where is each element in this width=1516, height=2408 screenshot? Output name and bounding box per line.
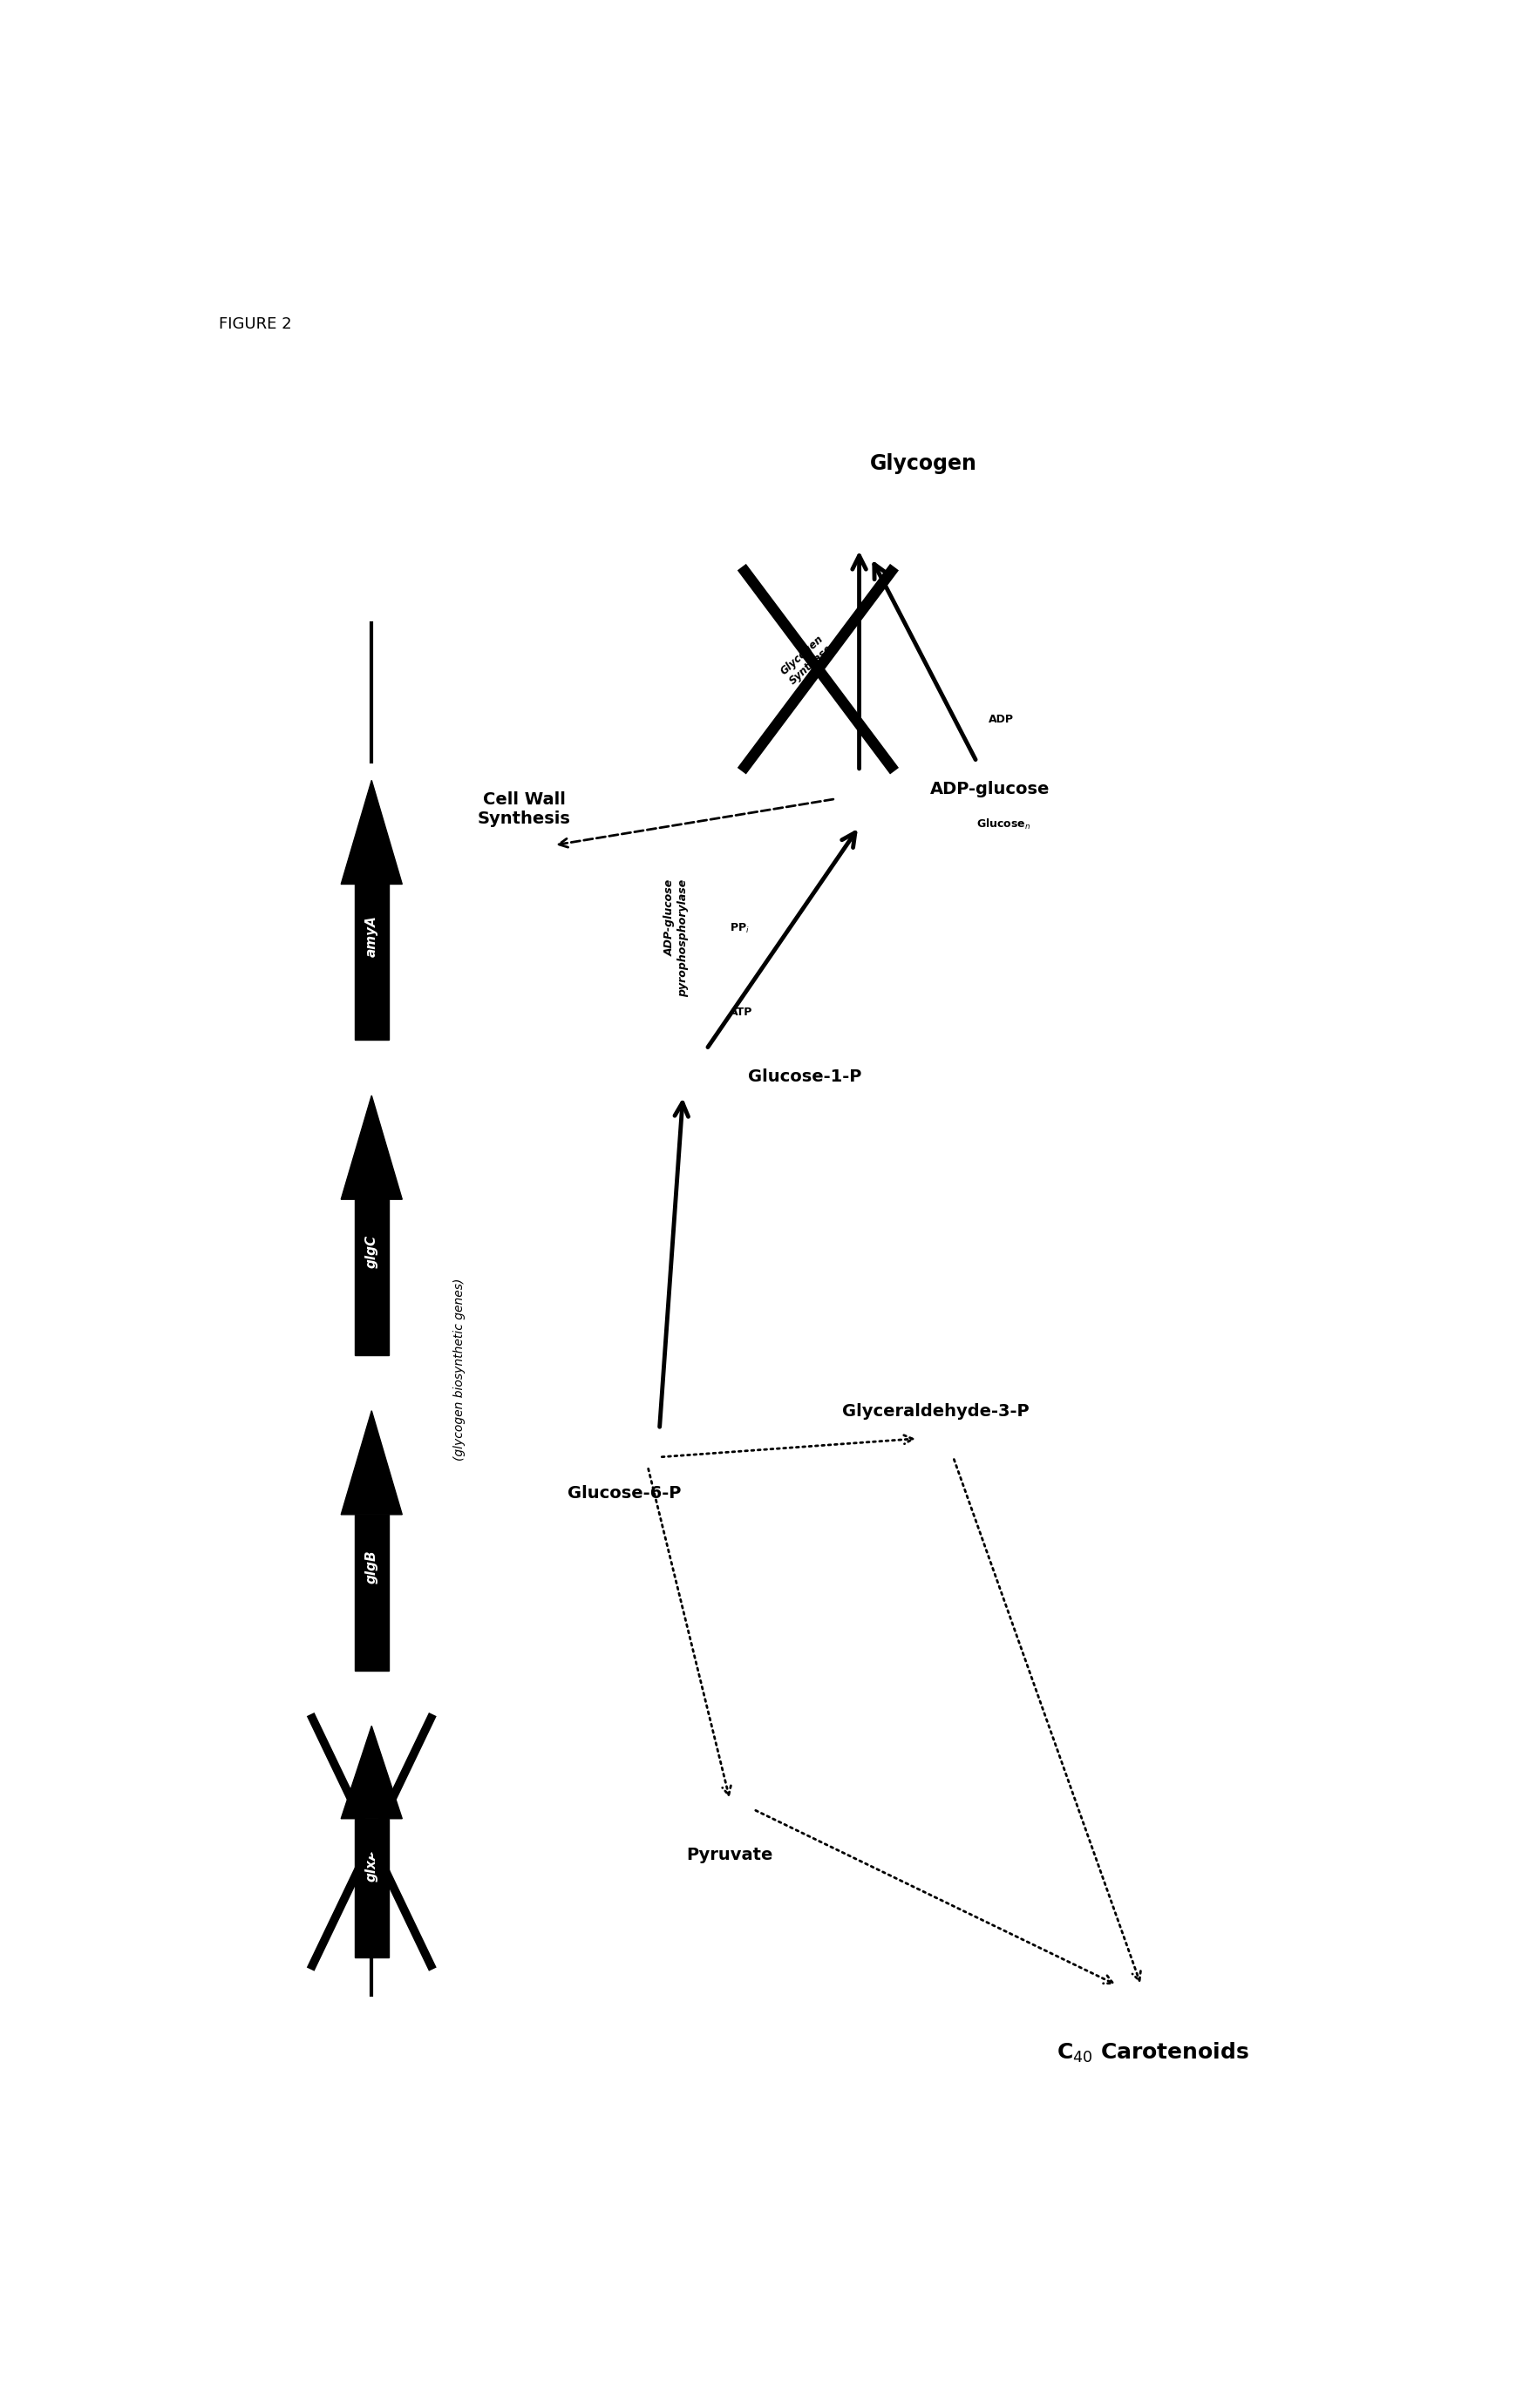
Text: ATP: ATP [731, 1007, 753, 1019]
Text: amyA: amyA [365, 915, 377, 956]
Text: Glucose-1-P: Glucose-1-P [747, 1069, 861, 1086]
Polygon shape [341, 1727, 402, 1818]
Polygon shape [341, 1096, 402, 1199]
Text: Glucose-6-P: Glucose-6-P [567, 1486, 681, 1503]
Polygon shape [341, 1411, 402, 1515]
Text: C$_{40}$ Carotenoids: C$_{40}$ Carotenoids [1057, 2042, 1249, 2064]
Text: Glycogen
Synthase: Glycogen Synthase [778, 633, 834, 686]
Text: FIGURE 2: FIGURE 2 [218, 318, 291, 332]
Text: ADP-glucose
pyrophosphorylase: ADP-glucose pyrophosphorylase [664, 879, 688, 997]
Bar [355, 1515, 388, 1671]
Text: Glucose$_n$: Glucose$_n$ [976, 816, 1031, 831]
Text: (glycogen biosynthetic genes): (glycogen biosynthetic genes) [453, 1279, 465, 1459]
Text: Glycogen: Glycogen [870, 453, 978, 474]
Bar [355, 884, 388, 1040]
Text: glgB: glgB [365, 1551, 377, 1584]
Text: glxA: glxA [365, 1849, 377, 1881]
Text: ADP-glucose: ADP-glucose [929, 780, 1049, 797]
Bar [355, 1199, 388, 1356]
Text: Cell Wall
Synthesis: Cell Wall Synthesis [478, 790, 572, 826]
Polygon shape [341, 780, 402, 884]
Text: Pyruvate: Pyruvate [687, 1847, 773, 1864]
Text: glgC: glgC [365, 1235, 377, 1269]
Bar [355, 1818, 388, 1958]
Text: Glyceraldehyde-3-P: Glyceraldehyde-3-P [841, 1404, 1029, 1421]
Text: ADP: ADP [988, 713, 1014, 725]
Text: PP$_i$: PP$_i$ [731, 922, 750, 934]
